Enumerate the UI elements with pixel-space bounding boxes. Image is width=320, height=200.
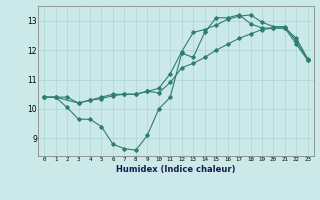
X-axis label: Humidex (Indice chaleur): Humidex (Indice chaleur) [116, 165, 236, 174]
